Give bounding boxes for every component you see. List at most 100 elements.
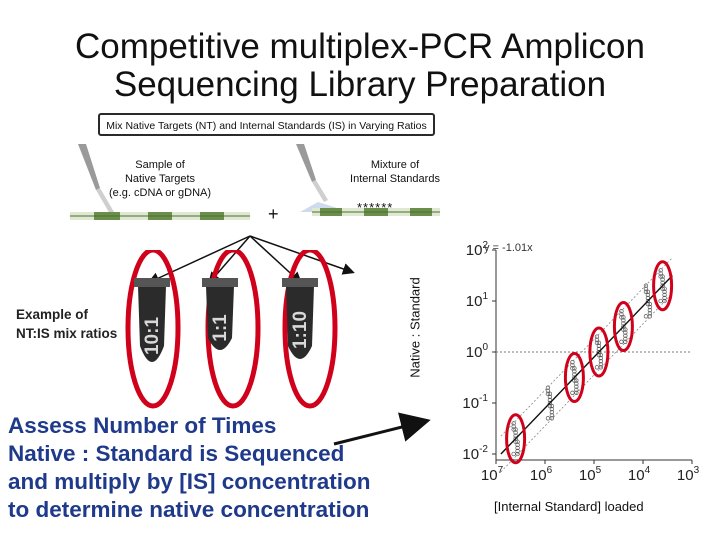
- tube-icon: [134, 278, 170, 362]
- data-point: [619, 309, 624, 314]
- data-point: [545, 388, 551, 393]
- data-point: [513, 430, 518, 435]
- data-point: [662, 289, 667, 294]
- data-point: [662, 295, 667, 301]
- data-point: [658, 268, 663, 273]
- data-point: [643, 283, 649, 288]
- data-point: [660, 286, 665, 291]
- example-ratios-label: Example of NT:IS mix ratios: [16, 307, 118, 341]
- highlight-oval: [563, 352, 585, 403]
- data-point: [647, 301, 653, 307]
- data-point: [570, 360, 575, 365]
- data-point: [598, 359, 604, 364]
- data-point: [574, 387, 579, 392]
- ratio-tubes: 10:1 1:1 1:10: [125, 250, 338, 409]
- x-tick-label: 107: [481, 465, 504, 484]
- data-point: [647, 311, 653, 316]
- data-point: [549, 403, 555, 409]
- data-point: [545, 391, 551, 396]
- data-point: [574, 384, 579, 389]
- highlight-oval: [588, 326, 610, 378]
- internal-standards-illustration: [296, 144, 440, 216]
- data-point: [619, 315, 624, 320]
- data-point: [570, 363, 575, 368]
- data-point: [658, 271, 663, 276]
- chart-equation: y = -1.01x: [484, 242, 533, 254]
- data-point: [619, 339, 624, 344]
- data-point: [594, 365, 600, 370]
- highlight-oval: [612, 301, 634, 352]
- highlight-oval-1-10: [282, 250, 338, 409]
- data-point: [596, 352, 602, 358]
- data-point: [574, 381, 579, 386]
- data-point: [570, 390, 575, 395]
- ratio-label-10-1: 10:1: [142, 317, 163, 355]
- data-point: [598, 362, 604, 367]
- data-point: [572, 372, 577, 377]
- data-point: [643, 286, 649, 291]
- data-point: [594, 340, 600, 345]
- data-point: [572, 375, 577, 380]
- data-point: [645, 289, 651, 294]
- data-point: [662, 292, 667, 298]
- fit-band-lower: [500, 293, 673, 473]
- x-tick-label: 106: [530, 465, 553, 484]
- data-point: [596, 343, 602, 349]
- data-point: [623, 330, 628, 335]
- data-point: [643, 314, 649, 319]
- highlight-oval-10-1: [125, 250, 181, 409]
- y-axis-label: Native : Standard: [407, 277, 423, 378]
- data-point: [511, 451, 516, 457]
- data-point: [660, 283, 665, 288]
- fit-band-upper: [500, 257, 673, 437]
- data-point: [545, 416, 551, 421]
- data-point: [547, 394, 553, 400]
- data-point: [623, 327, 628, 332]
- data-point: [572, 369, 577, 374]
- data-point: [511, 424, 516, 429]
- pointer-arrow: [333, 412, 431, 446]
- sample-label: Sample of Native Targets (e.g. cDNA or g…: [108, 159, 212, 199]
- data-point: [658, 298, 663, 304]
- data-point: [513, 433, 518, 438]
- tube-icon: [202, 278, 238, 350]
- y-tick-label: 10-2: [462, 444, 488, 463]
- ratio-label-1-10: 1:10: [290, 311, 311, 349]
- data-point: [572, 378, 577, 383]
- mix-instruction-box: Mix Native Targets (NT) and Internal Sta…: [98, 113, 435, 136]
- native-targets-illustration: [70, 144, 250, 220]
- data-point: [515, 448, 520, 454]
- highlight-oval: [505, 413, 527, 465]
- data-point: [515, 439, 520, 444]
- data-point: [549, 406, 555, 412]
- fit-line: [500, 275, 673, 455]
- data-point: [645, 295, 651, 301]
- data-point: [513, 439, 518, 444]
- data-point: [598, 355, 604, 361]
- data-point: [645, 301, 651, 307]
- data-point: [549, 410, 555, 415]
- data-point: [594, 337, 600, 342]
- data-point: [647, 304, 653, 310]
- data-point: [596, 346, 602, 352]
- assess-instructions: Assess Number of Times Native : Standard…: [8, 413, 371, 522]
- data-point: [572, 366, 577, 371]
- data-point: [647, 308, 653, 313]
- mutation-stars: ******: [357, 200, 394, 215]
- data-point: [513, 427, 518, 432]
- data-point: [594, 334, 600, 339]
- data-point: [511, 421, 516, 426]
- data-point: [621, 321, 626, 326]
- data-point: [623, 333, 628, 338]
- data-point: [623, 336, 628, 341]
- data-point: [511, 427, 516, 432]
- data-point: [662, 286, 667, 291]
- data-point: [621, 318, 626, 323]
- data-point: [547, 400, 553, 406]
- data-point: [570, 366, 575, 371]
- data-point: [574, 378, 579, 383]
- y-tick-label: 10-1: [462, 393, 488, 412]
- data-point: [619, 312, 624, 317]
- title-line-1: Competitive multiplex-PCR Amplicon: [75, 27, 645, 66]
